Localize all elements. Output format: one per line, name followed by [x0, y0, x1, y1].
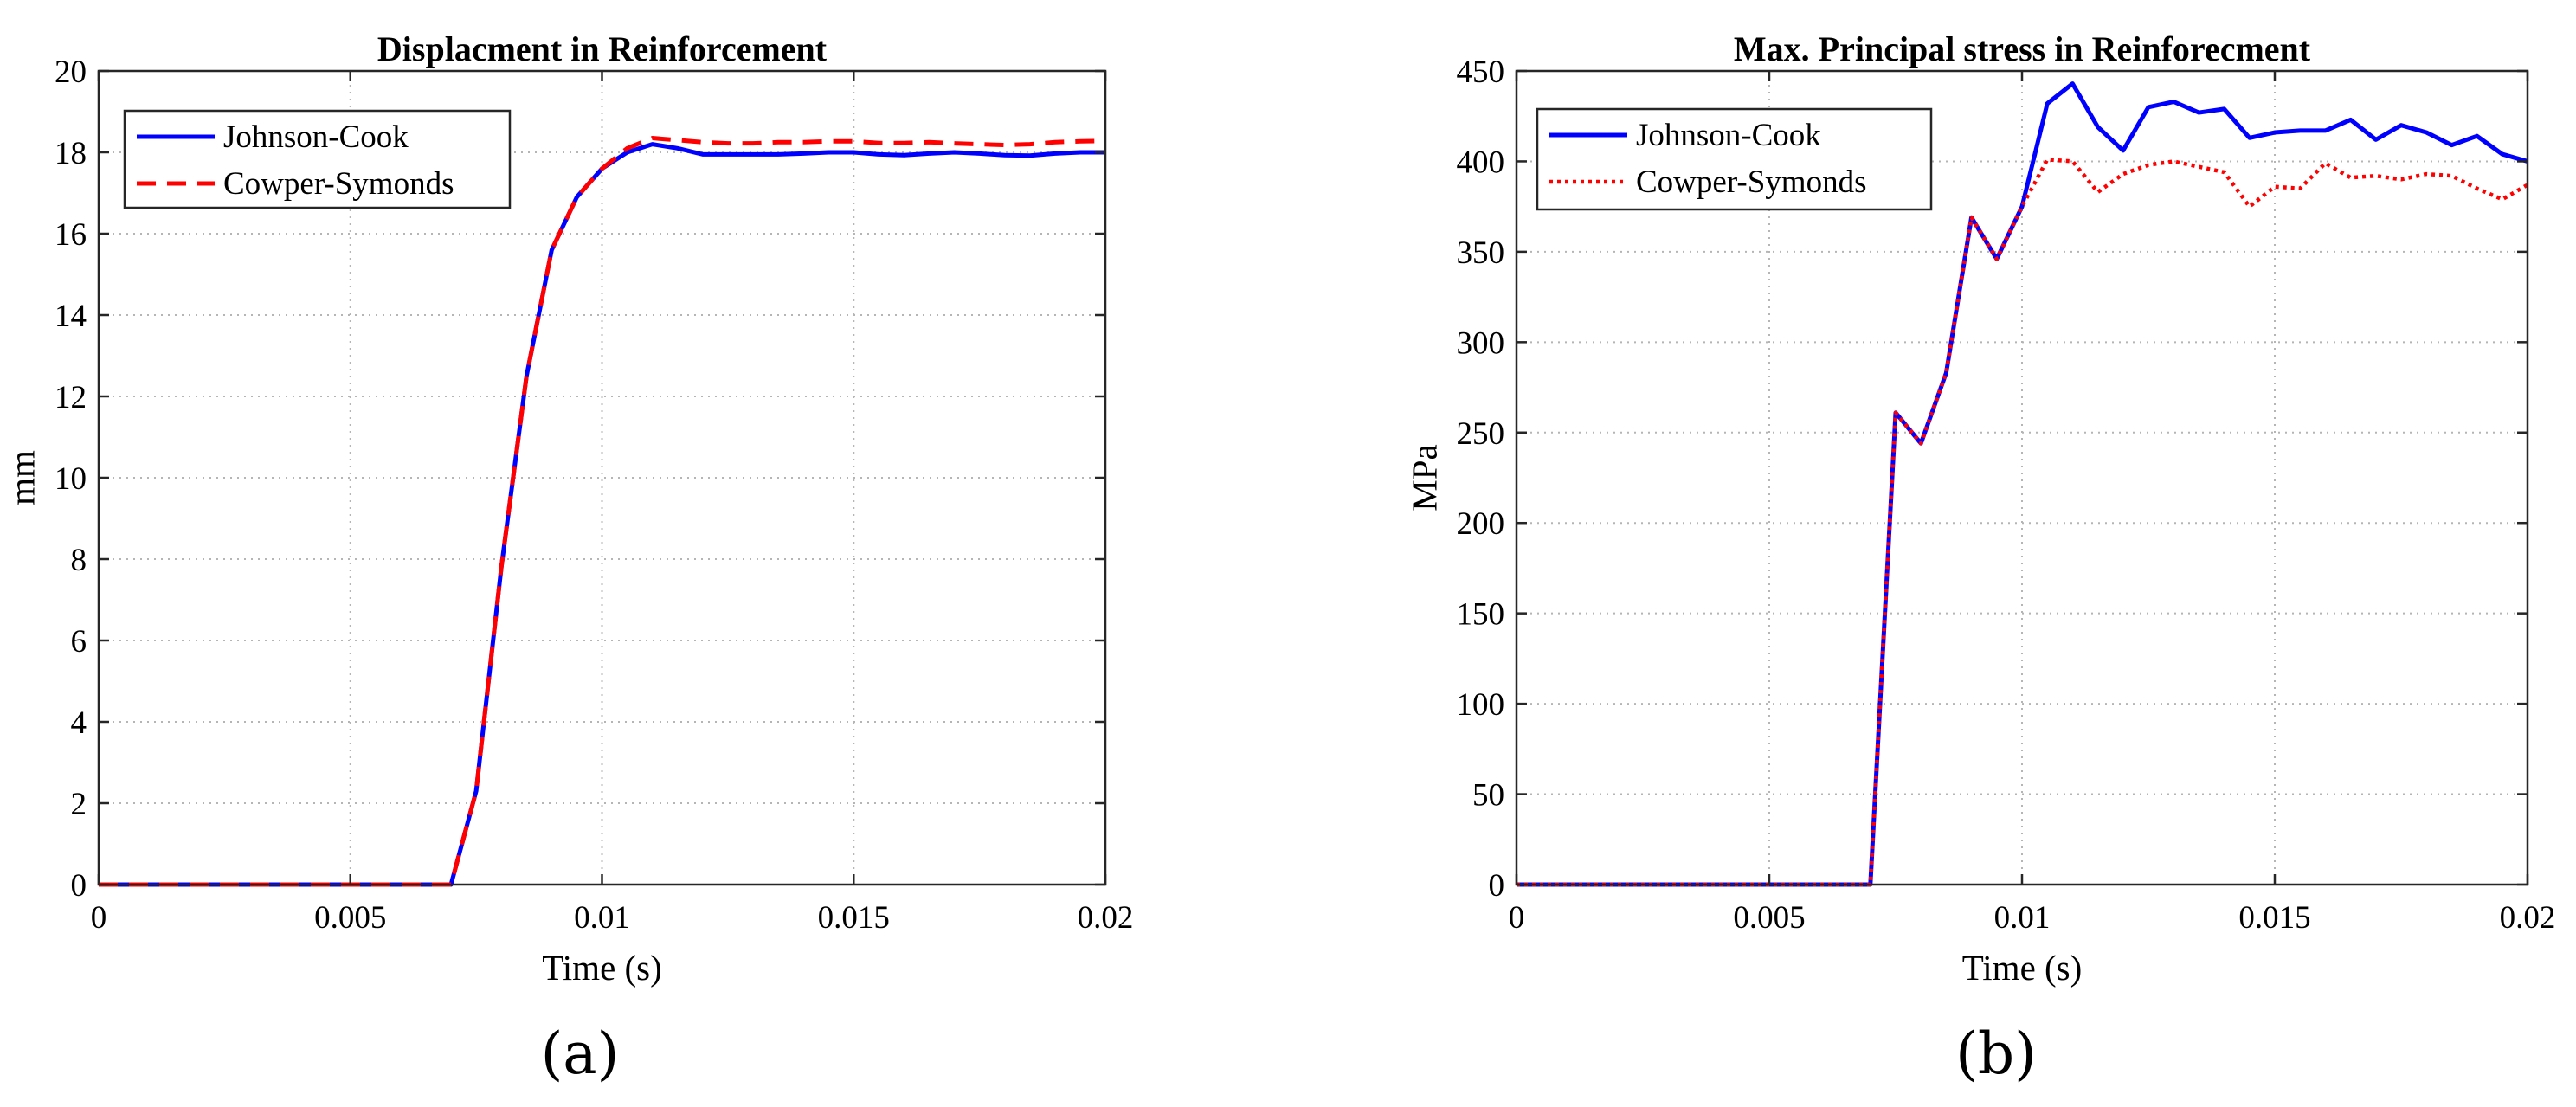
chart-a-y-tick-label: 2 — [71, 787, 87, 822]
chart-a-y-tick-label: 18 — [55, 136, 87, 171]
chart-a-y-tick-label: 0 — [71, 868, 87, 904]
chart-a-legend-label: Johnson-Cook — [223, 119, 409, 155]
chart-b-y-tick-label: 0 — [1489, 868, 1505, 904]
chart-a-x-tick-label: 0.005 — [314, 900, 386, 936]
chart-a-ticks: 0 0.005 0.01 0.015 0.02 0 2 4 6 8 10 12 14 16 18 20 — [55, 55, 1133, 936]
chart-b-legend-box — [1536, 107, 1933, 211]
chart-b-y-tick-label: 200 — [1457, 506, 1505, 542]
chart-a-y-tick-label: 16 — [55, 217, 87, 253]
chart-b-y-tick-label: 300 — [1457, 325, 1505, 361]
chart-a-x-tick-label: 0 — [91, 900, 107, 936]
chart-a-y-tick-label: 20 — [55, 55, 87, 90]
chart-a-y-tick-label: 12 — [55, 380, 87, 415]
chart-b-x-axis-title: Time (s) — [1962, 948, 2083, 988]
chart-a-y-tick-label: 4 — [71, 705, 87, 741]
chart-b-y-tick-label: 50 — [1472, 778, 1504, 814]
chart-b-x-tick-label: 0.01 — [1994, 900, 2051, 936]
chart-a-x-tick-label: 0.02 — [1078, 900, 1134, 936]
chart-a-x-tick-label: 0.015 — [818, 900, 890, 936]
chart-b-y-tick-label: 150 — [1457, 597, 1505, 633]
chart-a-x-tick-label: 0.01 — [574, 900, 630, 936]
chart-b-x-tick-label: 0.02 — [2500, 900, 2556, 936]
chart-a-series — [99, 136, 1106, 887]
chart-a-panel-label: (a) — [541, 1020, 620, 1087]
chart-a-x-axis-title: Time (s) — [542, 948, 662, 988]
chart-b-grid — [1517, 71, 2528, 885]
chart-b-x-tick-label: 0 — [1509, 900, 1525, 936]
chart-b-ticks: 0 0.005 0.01 0.015 0.02 0 50 100 150 200 250 300 350… — [1457, 55, 2556, 936]
chart-a-title: Displacment in Reinforcement — [377, 29, 828, 68]
chart-b-y-axis-title: MPa — [1404, 444, 1444, 511]
chart-b-legend-label: Johnson-Cook — [1636, 118, 1821, 153]
chart-b-title: Max. Principal stress in Reinforecment — [1734, 29, 2311, 68]
chart-a: 0 0.005 0.01 0.015 0.02 0 2 4 6 8 10 12 14 16 18 20 Dis… — [2, 29, 1133, 1087]
chart-b: 0 0.005 0.01 0.015 0.02 0 50 100 150 200 250 300 350… — [1404, 29, 2555, 1087]
chart-a-legend-box — [123, 109, 512, 209]
chart-a-y-tick-label: 10 — [55, 461, 87, 497]
chart-b-y-tick-label: 400 — [1457, 145, 1505, 180]
chart-a-legend: Johnson-Cook Cowper-Symonds — [123, 109, 512, 209]
chart-b-y-tick-label: 350 — [1457, 235, 1505, 271]
chart-b-x-tick-label: 0.005 — [1733, 900, 1805, 936]
chart-b-y-tick-label: 100 — [1457, 687, 1505, 723]
chart-b-y-tick-label: 250 — [1457, 416, 1505, 452]
chart-a-legend-label: Cowper-Symonds — [223, 166, 454, 202]
chart-a-y-tick-label: 6 — [71, 624, 87, 660]
chart-a-y-tick-label: 8 — [71, 543, 87, 578]
chart-b-y-tick-label: 450 — [1457, 55, 1505, 90]
chart-a-series-cowper-symonds — [99, 136, 1106, 887]
chart-b-x-tick-label: 0.015 — [2238, 900, 2310, 936]
chart-b-panel-label: (b) — [1955, 1020, 2037, 1087]
chart-b-legend-label: Cowper-Symonds — [1636, 164, 1866, 200]
chart-a-y-tick-label: 14 — [55, 299, 87, 334]
chart-b-legend: Johnson-Cook Cowper-Symonds — [1536, 107, 1933, 211]
chart-a-y-axis-title: mm — [2, 450, 42, 505]
